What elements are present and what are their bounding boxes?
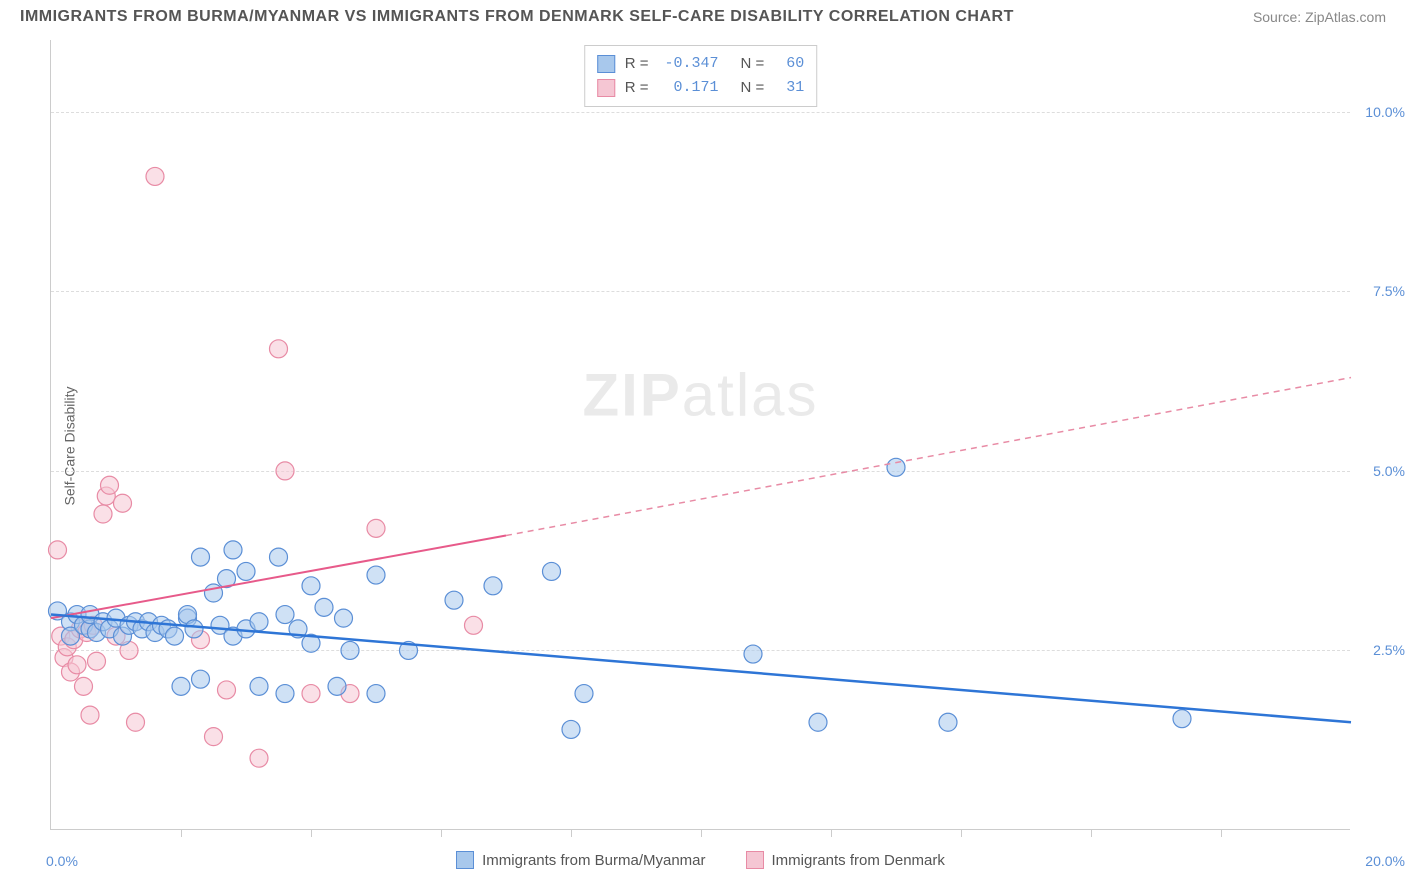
- scatter-point: [809, 713, 827, 731]
- trend-line-burma: [51, 615, 1351, 723]
- scatter-point: [276, 462, 294, 480]
- scatter-point: [302, 685, 320, 703]
- y-tick-label: 5.0%: [1373, 463, 1405, 479]
- legend-series: Immigrants from Burma/Myanmar Immigrants …: [51, 851, 1350, 869]
- x-tick: [961, 829, 962, 837]
- scatter-point: [250, 749, 268, 767]
- scatter-point: [562, 720, 580, 738]
- scatter-point: [276, 606, 294, 624]
- legend-stats-row: R = 0.171 N = 31: [597, 76, 805, 100]
- scatter-point: [367, 566, 385, 584]
- scatter-point: [250, 677, 268, 695]
- scatter-point: [75, 677, 93, 695]
- x-tick: [441, 829, 442, 837]
- scatter-point: [276, 685, 294, 703]
- scatter-point: [205, 728, 223, 746]
- legend-r-value: -0.347: [659, 52, 719, 76]
- scatter-point: [49, 541, 67, 559]
- scatter-point: [315, 598, 333, 616]
- scatter-point: [192, 548, 210, 566]
- legend-swatch: [597, 79, 615, 97]
- x-tick: [701, 829, 702, 837]
- scatter-point: [465, 616, 483, 634]
- scatter-point: [484, 577, 502, 595]
- scatter-point: [172, 677, 190, 695]
- scatter-point: [185, 620, 203, 638]
- scatter-point: [114, 494, 132, 512]
- legend-swatch: [597, 55, 615, 73]
- chart-title: IMMIGRANTS FROM BURMA/MYANMAR VS IMMIGRA…: [20, 8, 1014, 26]
- y-tick-label: 10.0%: [1365, 104, 1405, 120]
- x-tick: [181, 829, 182, 837]
- chart-container: IMMIGRANTS FROM BURMA/MYANMAR VS IMMIGRA…: [0, 0, 1406, 892]
- legend-n-label: N =: [741, 76, 765, 100]
- scatter-point: [237, 562, 255, 580]
- scatter-point: [887, 458, 905, 476]
- scatter-svg: [51, 40, 1350, 829]
- scatter-point: [939, 713, 957, 731]
- title-bar: IMMIGRANTS FROM BURMA/MYANMAR VS IMMIGRA…: [20, 8, 1386, 26]
- scatter-point: [270, 548, 288, 566]
- scatter-point: [218, 681, 236, 699]
- legend-series-label: Immigrants from Denmark: [772, 852, 945, 869]
- legend-stats-row: R = -0.347 N = 60: [597, 52, 805, 76]
- source-attribution: Source: ZipAtlas.com: [1253, 9, 1386, 25]
- x-tick: [831, 829, 832, 837]
- scatter-point: [341, 641, 359, 659]
- legend-r-label: R =: [625, 52, 649, 76]
- legend-r-label: R =: [625, 76, 649, 100]
- legend-n-value: 60: [774, 52, 804, 76]
- scatter-point: [744, 645, 762, 663]
- legend-n-value: 31: [774, 76, 804, 100]
- scatter-point: [88, 652, 106, 670]
- scatter-point: [192, 670, 210, 688]
- trend-line-denmark-dash: [506, 378, 1351, 536]
- scatter-point: [166, 627, 184, 645]
- legend-series-item: Immigrants from Denmark: [746, 851, 945, 869]
- legend-swatch: [746, 851, 764, 869]
- scatter-point: [270, 340, 288, 358]
- x-tick: [1091, 829, 1092, 837]
- scatter-point: [1173, 710, 1191, 728]
- scatter-point: [68, 656, 86, 674]
- plot-area: ZIPatlas 2.5%5.0%7.5%10.0% R =-0.347N =6…: [50, 40, 1350, 830]
- legend-r-value: 0.171: [659, 76, 719, 100]
- scatter-point: [250, 613, 268, 631]
- scatter-point: [101, 476, 119, 494]
- scatter-point: [367, 685, 385, 703]
- x-tick: [311, 829, 312, 837]
- scatter-point: [543, 562, 561, 580]
- scatter-point: [127, 713, 145, 731]
- legend-series-item: Immigrants from Burma/Myanmar: [456, 851, 705, 869]
- scatter-point: [328, 677, 346, 695]
- legend-n-label: N =: [741, 52, 765, 76]
- legend-swatch: [456, 851, 474, 869]
- scatter-point: [94, 505, 112, 523]
- y-tick-label: 7.5%: [1373, 283, 1405, 299]
- scatter-point: [445, 591, 463, 609]
- y-tick-label: 2.5%: [1373, 642, 1405, 658]
- scatter-point: [302, 577, 320, 595]
- scatter-point: [224, 541, 242, 559]
- x-axis-end-label: 20.0%: [1365, 853, 1405, 869]
- scatter-point: [335, 609, 353, 627]
- scatter-point: [367, 519, 385, 537]
- scatter-point: [146, 167, 164, 185]
- scatter-point: [81, 706, 99, 724]
- legend-series-label: Immigrants from Burma/Myanmar: [482, 852, 705, 869]
- legend-stats: R = -0.347 N = 60 R = 0.171 N = 31: [584, 45, 818, 107]
- x-tick: [1221, 829, 1222, 837]
- x-tick: [571, 829, 572, 837]
- scatter-point: [575, 685, 593, 703]
